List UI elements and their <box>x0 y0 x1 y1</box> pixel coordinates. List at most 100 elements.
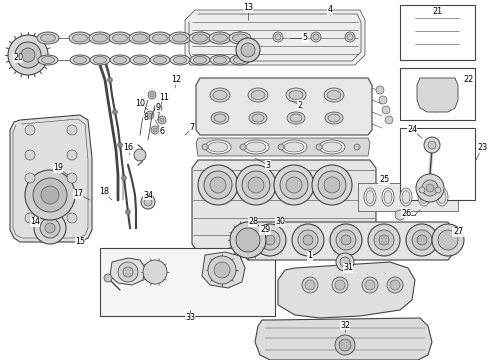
Ellipse shape <box>324 88 344 102</box>
Circle shape <box>438 230 458 250</box>
Ellipse shape <box>172 34 188 42</box>
Circle shape <box>208 256 236 284</box>
Circle shape <box>67 150 77 160</box>
Text: 13: 13 <box>243 4 253 13</box>
Circle shape <box>422 180 438 196</box>
Text: 15: 15 <box>75 238 85 247</box>
Circle shape <box>134 149 146 161</box>
Circle shape <box>67 213 77 223</box>
Polygon shape <box>196 78 372 135</box>
Circle shape <box>236 228 260 252</box>
Polygon shape <box>192 160 376 252</box>
Ellipse shape <box>41 34 55 42</box>
Ellipse shape <box>190 55 210 65</box>
Ellipse shape <box>173 57 187 63</box>
Ellipse shape <box>113 34 127 42</box>
Circle shape <box>265 235 275 245</box>
Circle shape <box>260 230 280 250</box>
Circle shape <box>240 144 246 150</box>
Text: 6: 6 <box>160 127 165 136</box>
Circle shape <box>292 224 324 256</box>
Circle shape <box>274 165 314 205</box>
Circle shape <box>125 210 130 215</box>
Circle shape <box>305 280 315 290</box>
Polygon shape <box>110 258 145 285</box>
Circle shape <box>160 118 164 122</box>
Circle shape <box>104 274 112 282</box>
Circle shape <box>248 177 264 193</box>
Circle shape <box>34 212 66 244</box>
Circle shape <box>144 198 152 206</box>
Ellipse shape <box>69 32 91 44</box>
Ellipse shape <box>281 140 307 154</box>
Text: 1: 1 <box>308 252 313 261</box>
Text: 20: 20 <box>13 54 23 63</box>
Text: 9: 9 <box>155 103 161 112</box>
Bar <box>358 183 458 211</box>
Circle shape <box>67 173 77 183</box>
Text: 3: 3 <box>266 161 270 170</box>
Circle shape <box>122 175 126 180</box>
Text: 23: 23 <box>477 144 487 153</box>
Text: 19: 19 <box>53 163 63 172</box>
Ellipse shape <box>189 32 211 44</box>
Circle shape <box>25 173 35 183</box>
Circle shape <box>324 177 340 193</box>
Text: 7: 7 <box>190 123 195 132</box>
Ellipse shape <box>230 55 250 65</box>
Circle shape <box>8 35 48 75</box>
Circle shape <box>368 224 400 256</box>
Circle shape <box>330 224 362 256</box>
Text: 22: 22 <box>463 76 473 85</box>
Ellipse shape <box>251 90 265 99</box>
Circle shape <box>431 100 443 112</box>
Circle shape <box>151 126 159 134</box>
Ellipse shape <box>327 90 341 99</box>
Circle shape <box>45 223 55 233</box>
Ellipse shape <box>149 32 171 44</box>
Polygon shape <box>185 10 365 65</box>
Ellipse shape <box>213 90 227 99</box>
Ellipse shape <box>211 112 229 124</box>
Circle shape <box>385 116 393 124</box>
Ellipse shape <box>38 55 58 65</box>
Circle shape <box>21 48 35 62</box>
Circle shape <box>382 106 390 114</box>
Circle shape <box>365 280 375 290</box>
Circle shape <box>210 177 226 193</box>
Ellipse shape <box>290 114 302 122</box>
Circle shape <box>242 171 270 199</box>
Ellipse shape <box>194 57 206 63</box>
Text: 8: 8 <box>144 113 148 122</box>
Circle shape <box>435 187 441 193</box>
Text: 30: 30 <box>275 217 285 226</box>
Bar <box>400 68 475 120</box>
Ellipse shape <box>74 57 87 63</box>
Circle shape <box>428 141 436 149</box>
Ellipse shape <box>210 55 230 65</box>
Ellipse shape <box>94 57 106 63</box>
Circle shape <box>158 116 166 124</box>
Circle shape <box>339 339 351 351</box>
Circle shape <box>434 103 440 109</box>
Text: 5: 5 <box>302 33 308 42</box>
Ellipse shape <box>42 57 54 63</box>
Circle shape <box>156 106 160 110</box>
Circle shape <box>15 42 41 68</box>
Circle shape <box>33 178 67 212</box>
Circle shape <box>379 96 387 104</box>
Ellipse shape <box>89 32 111 44</box>
Circle shape <box>204 171 232 199</box>
Ellipse shape <box>73 34 88 42</box>
Ellipse shape <box>249 112 267 124</box>
Circle shape <box>303 235 313 245</box>
Circle shape <box>313 34 319 40</box>
Ellipse shape <box>214 114 226 122</box>
Polygon shape <box>255 318 432 360</box>
Circle shape <box>278 144 284 150</box>
Text: 24: 24 <box>407 126 417 135</box>
Ellipse shape <box>248 88 268 102</box>
Circle shape <box>102 58 107 63</box>
Circle shape <box>347 34 353 40</box>
Text: 25: 25 <box>379 175 389 184</box>
